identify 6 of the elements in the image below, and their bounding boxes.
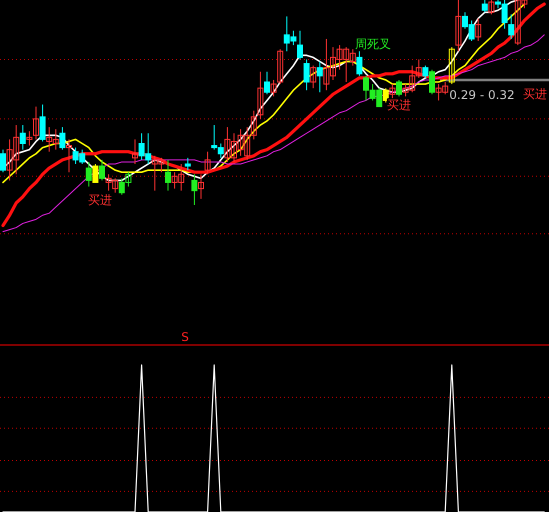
annotation: 周死叉 — [355, 37, 391, 51]
annotation: 买进 — [387, 98, 411, 112]
annotation: 0.29 - 0.32 — [449, 88, 515, 102]
annotation: 买进 — [88, 193, 112, 207]
text: S — [181, 330, 189, 344]
annotation: 买进 — [523, 87, 547, 101]
